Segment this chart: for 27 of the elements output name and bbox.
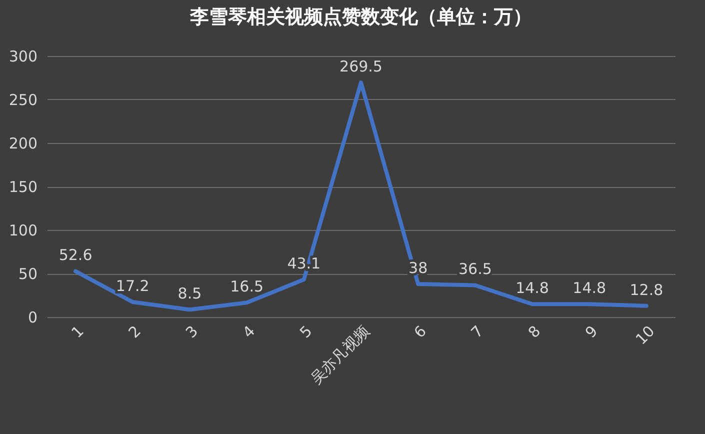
x-tick-label: 10 <box>632 322 658 348</box>
y-tick-label: 200 <box>8 134 38 152</box>
y-tick-label: 300 <box>8 48 38 66</box>
x-tick-label: 9 <box>582 322 602 342</box>
x-tick-label: 4 <box>239 322 259 342</box>
data-label: 8.5 <box>178 284 202 303</box>
y-tick-label: 150 <box>8 178 38 196</box>
data-label: 14.8 <box>516 279 549 298</box>
x-tick-label: 8 <box>524 322 544 342</box>
x-tick-label: 7 <box>468 322 487 342</box>
chart-title: 李雪琴相关视频点赞数变化（单位：万） <box>189 6 532 28</box>
data-label: 17.2 <box>116 277 150 296</box>
x-tick-label: 6 <box>410 322 430 342</box>
data-label: 16.5 <box>230 278 264 296</box>
y-tick-label: 50 <box>18 265 38 283</box>
y-tick-label: 100 <box>8 222 38 240</box>
data-label: 36.5 <box>458 260 492 278</box>
y-tick-label: 250 <box>8 91 38 109</box>
data-label: 269.5 <box>340 58 382 76</box>
data-label: 12.8 <box>630 280 664 299</box>
x-tick-label: 3 <box>182 322 202 342</box>
x-tick-label: 5 <box>296 322 316 342</box>
x-tick-label: 2 <box>124 322 144 342</box>
data-label: 14.8 <box>572 279 606 298</box>
x-tick-label: 1 <box>68 322 88 342</box>
y-tick-label: 0 <box>28 308 38 326</box>
data-label: 52.6 <box>58 246 92 264</box>
